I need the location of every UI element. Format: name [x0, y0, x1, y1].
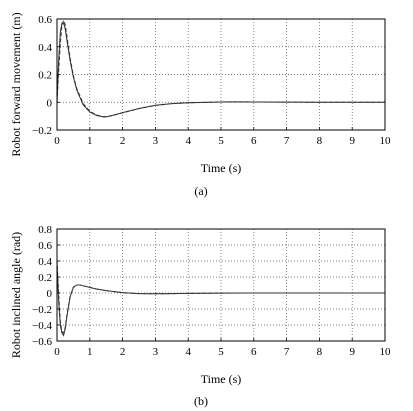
ticks-a: 0 1 2 3 4 5 6 7 8 9 10−0.200.20.40.6 — [32, 14, 391, 147]
plot-frame-a — [56, 18, 386, 131]
y-axis-label-b: Robot inclined angle (rad) — [9, 232, 23, 358]
x-tick-label: 7 — [284, 346, 290, 358]
plot-frame-b — [56, 228, 386, 342]
x-tick-label: 4 — [185, 346, 191, 358]
x-tick-label: 8 — [317, 135, 323, 147]
y-tick-label: 0.4 — [38, 256, 52, 268]
y-axis-label-a: Robot forward movement (m) — [9, 12, 23, 156]
x-tick-label: 4 — [185, 135, 191, 147]
grid-lines-a — [57, 19, 385, 130]
x-tick-label: 9 — [349, 346, 355, 358]
y-tick-label: 0.6 — [38, 240, 52, 252]
ticks-b: 0 1 2 3 4 5 6 7 8 9 10 −0.6 −0.4 −0.2 0 0.2 0.4 0.6 0.8 — [32, 224, 391, 358]
chart-panel-b: 0 1 2 3 4 5 6 7 8 9 10 −0.6 −0.4 −0.2 0 0.2 0.4 0.6 0.8 Ti… — [9, 224, 391, 408]
x-tick-label: 7 — [284, 135, 290, 147]
y-tick-label: −0.4 — [32, 320, 52, 332]
chart-panel-a: 0 1 2 3 4 5 6 7 8 9 10−0.200.20.40.6 Time (s) Robo… — [9, 12, 391, 198]
x-axis-label-a: Time (s) — [201, 161, 242, 175]
x-tick-label: 5 — [218, 346, 224, 358]
y-tick-label: 0.8 — [38, 224, 52, 236]
x-tick-label: 1 — [87, 346, 93, 358]
y-tick-label: 0.2 — [38, 272, 52, 284]
x-tick-label: 6 — [251, 346, 257, 358]
x-tick-label: 2 — [120, 135, 126, 147]
x-tick-label: 3 — [153, 346, 159, 358]
x-tick-label: 8 — [317, 346, 323, 358]
solid-series-line — [56, 264, 385, 337]
y-tick-label: −0.6 — [32, 336, 52, 348]
y-tick-label: 0 — [47, 97, 53, 109]
caption-b: (b) — [194, 394, 208, 408]
x-tick-label: 0 — [54, 135, 60, 147]
x-tick-label: 9 — [349, 135, 355, 147]
dashed-series-line — [56, 18, 385, 118]
series-group-b — [56, 259, 385, 337]
x-tick-label: 10 — [380, 135, 392, 147]
x-tick-label: 5 — [218, 135, 224, 147]
x-axis-label-b: Time (s) — [201, 372, 242, 386]
x-tick-label: 1 — [87, 135, 93, 147]
grid-lines-b — [57, 229, 385, 341]
y-tick-label: −0.2 — [32, 125, 52, 137]
x-tick-label: 2 — [120, 346, 126, 358]
dashed-series-line — [56, 259, 385, 334]
y-tick-label: 0.6 — [38, 14, 52, 26]
x-tick-label: 6 — [251, 135, 257, 147]
y-tick-label: 0.2 — [38, 70, 52, 82]
y-tick-label: 0 — [47, 288, 53, 300]
y-tick-label: −0.2 — [32, 304, 52, 316]
x-tick-label: 10 — [380, 346, 392, 358]
x-tick-label: 3 — [153, 135, 159, 147]
series-group-a — [56, 18, 385, 118]
caption-a: (a) — [194, 184, 207, 198]
x-tick-label: 0 — [54, 346, 60, 358]
y-tick-label: 0.4 — [38, 42, 52, 54]
